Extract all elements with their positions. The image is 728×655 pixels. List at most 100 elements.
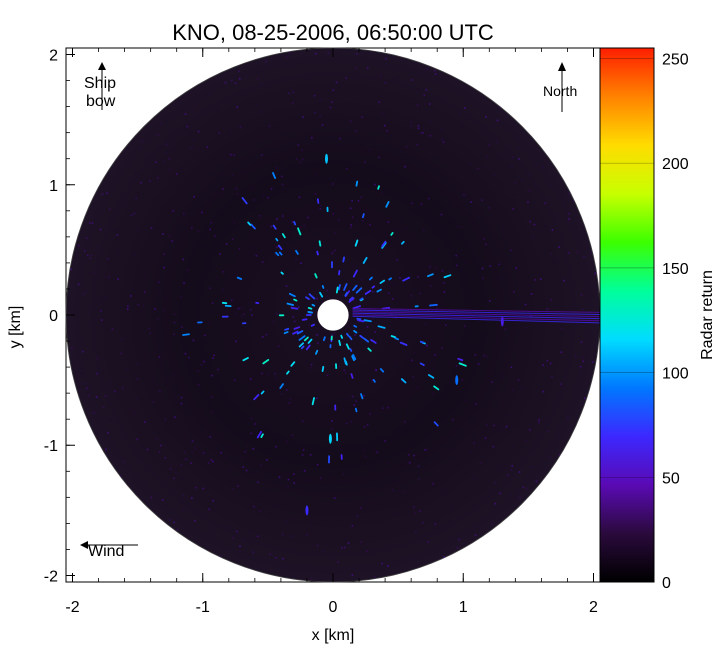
clutter-dot bbox=[198, 131, 200, 133]
clutter-dot bbox=[286, 441, 288, 443]
clutter-dot bbox=[469, 163, 471, 165]
clutter-dot bbox=[340, 268, 342, 270]
clutter-dot bbox=[559, 454, 561, 456]
clutter-dot bbox=[243, 313, 245, 315]
clutter-dot bbox=[515, 267, 517, 269]
clutter-dot bbox=[138, 304, 140, 306]
clutter-dot bbox=[457, 226, 459, 228]
clutter-dot bbox=[423, 94, 425, 96]
clutter-dot bbox=[108, 276, 110, 278]
clutter-dot bbox=[224, 457, 226, 459]
clutter-dot bbox=[525, 231, 527, 233]
clutter-dot bbox=[550, 363, 552, 365]
echo-streak bbox=[341, 336, 342, 338]
clutter-dot bbox=[259, 215, 261, 217]
clutter-dot bbox=[249, 403, 251, 405]
clutter-dot bbox=[331, 253, 333, 255]
clutter-dot bbox=[165, 152, 167, 154]
clutter-dot bbox=[191, 227, 193, 229]
clutter-dot bbox=[286, 285, 288, 287]
clutter-dot bbox=[298, 144, 300, 146]
clutter-dot bbox=[186, 128, 188, 130]
clutter-dot bbox=[77, 246, 79, 248]
clutter-dot bbox=[183, 495, 185, 497]
clutter-dot bbox=[193, 146, 195, 148]
clutter-dot bbox=[389, 283, 391, 285]
clutter-dot bbox=[245, 413, 247, 415]
clutter-dot bbox=[551, 376, 553, 378]
clutter-dot bbox=[430, 285, 432, 287]
clutter-dot bbox=[127, 368, 129, 370]
clutter-dot bbox=[406, 227, 408, 229]
clutter-dot bbox=[285, 520, 287, 522]
clutter-dot bbox=[176, 173, 178, 175]
clutter-dot bbox=[194, 447, 196, 449]
clutter-dot bbox=[227, 527, 229, 529]
clutter-dot bbox=[203, 361, 205, 363]
clutter-dot bbox=[241, 307, 243, 309]
clutter-dot bbox=[463, 194, 465, 196]
clutter-dot bbox=[290, 535, 292, 537]
clutter-dot bbox=[438, 249, 440, 251]
clutter-dot bbox=[264, 507, 266, 509]
clutter-dot bbox=[534, 224, 536, 226]
clutter-dot bbox=[344, 369, 346, 371]
clutter-dot bbox=[177, 529, 179, 531]
clutter-dot bbox=[387, 462, 389, 464]
clutter-dot bbox=[488, 207, 490, 209]
echo-streak bbox=[391, 233, 392, 235]
clutter-dot bbox=[193, 196, 195, 198]
clutter-dot bbox=[375, 369, 377, 371]
clutter-dot bbox=[83, 248, 85, 250]
clutter-dot bbox=[279, 476, 281, 478]
clutter-dot bbox=[350, 296, 352, 298]
echo-streak bbox=[276, 239, 277, 241]
clutter-dot bbox=[487, 333, 489, 335]
y-tick-label: -2 bbox=[44, 568, 58, 585]
clutter-dot bbox=[518, 147, 520, 149]
clutter-dot bbox=[300, 471, 302, 473]
echo-target bbox=[455, 375, 458, 385]
clutter-dot bbox=[351, 200, 353, 202]
clutter-dot bbox=[509, 414, 511, 416]
clutter-dot bbox=[100, 229, 102, 231]
clutter-dot bbox=[332, 183, 334, 185]
clutter-dot bbox=[317, 390, 319, 392]
clutter-dot bbox=[355, 130, 357, 132]
clutter-dot bbox=[169, 519, 171, 521]
clutter-dot bbox=[208, 322, 210, 324]
echo-streak bbox=[351, 374, 352, 378]
clutter-dot bbox=[367, 326, 369, 328]
clutter-dot bbox=[404, 421, 406, 423]
clutter-dot bbox=[107, 258, 109, 260]
clutter-dot bbox=[523, 487, 525, 489]
clutter-dot bbox=[213, 192, 215, 194]
clutter-dot bbox=[304, 470, 306, 472]
clutter-dot bbox=[589, 372, 591, 374]
clutter-dot bbox=[78, 284, 80, 286]
clutter-dot bbox=[317, 464, 319, 466]
clutter-dot bbox=[452, 419, 454, 421]
clutter-dot bbox=[130, 408, 132, 410]
clutter-dot bbox=[586, 279, 588, 281]
clutter-dot bbox=[153, 228, 155, 230]
clutter-dot bbox=[187, 269, 189, 271]
clutter-dot bbox=[417, 276, 419, 278]
clutter-dot bbox=[275, 377, 277, 379]
clutter-dot bbox=[545, 225, 547, 227]
clutter-dot bbox=[364, 426, 366, 428]
clutter-dot bbox=[411, 79, 413, 81]
clutter-dot bbox=[534, 279, 536, 281]
clutter-dot bbox=[238, 308, 240, 310]
clutter-dot bbox=[354, 404, 356, 406]
clutter-dot bbox=[241, 316, 243, 318]
clutter-dot bbox=[582, 402, 584, 404]
clutter-dot bbox=[163, 267, 165, 269]
clutter-dot bbox=[531, 293, 533, 295]
clutter-dot bbox=[290, 398, 292, 400]
clutter-dot bbox=[202, 246, 204, 248]
clutter-dot bbox=[246, 470, 248, 472]
clutter-dot bbox=[265, 61, 267, 63]
clutter-dot bbox=[407, 410, 409, 412]
